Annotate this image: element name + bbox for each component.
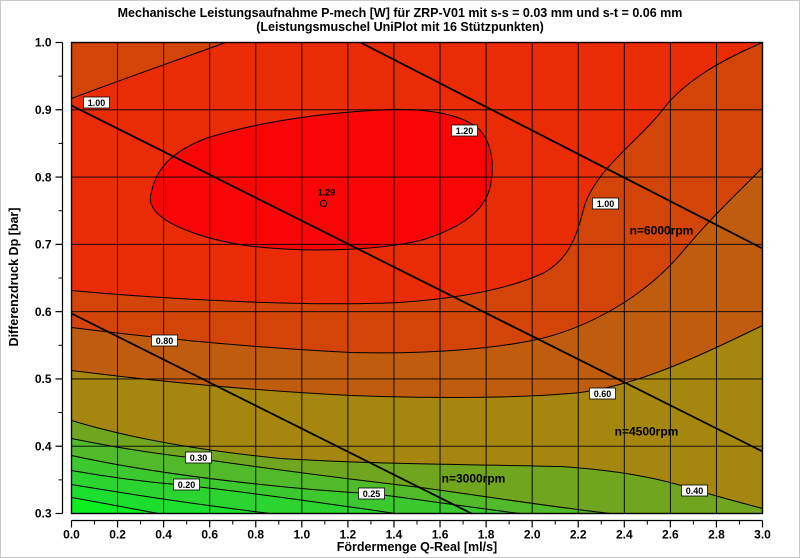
contour-label-box xyxy=(450,124,478,137)
contour-line-1.00-upper-left xyxy=(71,42,226,99)
x-axis-tick-label: 2.8 xyxy=(708,528,725,542)
speed-line-label: n=6000rpm xyxy=(630,224,694,238)
contour-label: 1.00 xyxy=(597,199,615,209)
chart-title-line2: (Leistungsmuschel UniPlot mit 16 Stützpu… xyxy=(256,20,544,34)
x-axis-tick-label: 1.8 xyxy=(478,528,495,542)
contour-label-box xyxy=(589,387,617,400)
peak-value-label: 1.29 xyxy=(318,188,336,198)
x-axis-tick-label: 2.0 xyxy=(524,528,541,542)
contour-label-box xyxy=(173,478,201,491)
y-axis-tick-label: 0.4 xyxy=(35,439,52,453)
y-axis-tick-label: 1.0 xyxy=(35,36,52,50)
speed-line-label: n=4500rpm xyxy=(615,425,679,439)
x-axis-tick-label: 0.6 xyxy=(201,528,218,542)
contour-label: 0.20 xyxy=(178,480,196,490)
x-axis-tick-label: 0.0 xyxy=(63,528,80,542)
y-axis-tick-label: 0.9 xyxy=(35,103,52,117)
peak-marker-icon xyxy=(319,199,328,208)
contour-line-0.25 xyxy=(71,455,521,514)
x-axis-tick-label: 0.4 xyxy=(155,528,172,542)
contour-label-box xyxy=(185,451,213,464)
x-axis-tick-label: 2.4 xyxy=(616,528,633,542)
speed-line xyxy=(360,41,763,250)
contour-line-0.15 xyxy=(71,484,271,514)
contour-line-0.30 xyxy=(71,438,611,514)
y-axis-title: Differenzdruck Dp [bar] xyxy=(7,208,21,347)
x-axis-title: Fördermenge Q-Real [ml/s] xyxy=(337,540,497,554)
contour-line-1.20 xyxy=(149,108,493,251)
x-axis-tick-label: 1.4 xyxy=(386,528,403,542)
x-axis-tick-label: 0.2 xyxy=(109,528,126,542)
x-axis-tick-label: 0.8 xyxy=(247,528,264,542)
y-axis-tick-label: 0.5 xyxy=(35,372,52,386)
contour-line-0.80 xyxy=(71,167,763,354)
speed-line xyxy=(71,312,472,515)
plot-border xyxy=(70,41,764,515)
x-axis-tick-label: 3.0 xyxy=(754,528,771,542)
x-axis-tick-label: 1.6 xyxy=(432,528,449,542)
contour-label-box xyxy=(592,197,620,210)
contour-label-box xyxy=(151,334,179,347)
y-axis-tick-label: 0.3 xyxy=(35,507,52,521)
speed-line xyxy=(71,104,763,453)
contour-label-box xyxy=(681,484,709,497)
contour-label: 0.25 xyxy=(363,489,381,499)
x-axis-tick-label: 1.0 xyxy=(293,528,310,542)
chart-title: Mechanische Leistungsaufnahme P-mech [W]… xyxy=(0,6,800,34)
contour-line-0.60 xyxy=(71,325,763,398)
contour-line-0.10 xyxy=(71,497,159,514)
contour-label: 0.40 xyxy=(686,486,704,496)
speed-line-label: n=3000rpm xyxy=(442,472,506,486)
y-axis-tick-label: 0.6 xyxy=(35,305,52,319)
y-axis-tick-label: 0.7 xyxy=(35,238,52,252)
contour-label: 1.20 xyxy=(456,126,474,136)
contour-label-box xyxy=(82,96,111,109)
contour-label: 0.60 xyxy=(594,389,612,399)
x-axis-tick-label: 1.2 xyxy=(340,528,357,542)
y-axis-tick-label: 0.8 xyxy=(35,170,52,184)
contour-label: 0.30 xyxy=(190,453,208,463)
contour-label: 1.00 xyxy=(88,98,106,108)
chart-title-line1: Mechanische Leistungsaufnahme P-mech [W]… xyxy=(117,6,683,20)
x-axis-tick-label: 2.2 xyxy=(570,528,587,542)
contour-band-1.2-max xyxy=(150,109,493,250)
x-axis-tick-label: 2.6 xyxy=(662,528,679,542)
contour-label-box xyxy=(357,487,385,500)
contour-line-1.00 xyxy=(71,42,763,305)
contour-label: 0.80 xyxy=(156,336,174,346)
